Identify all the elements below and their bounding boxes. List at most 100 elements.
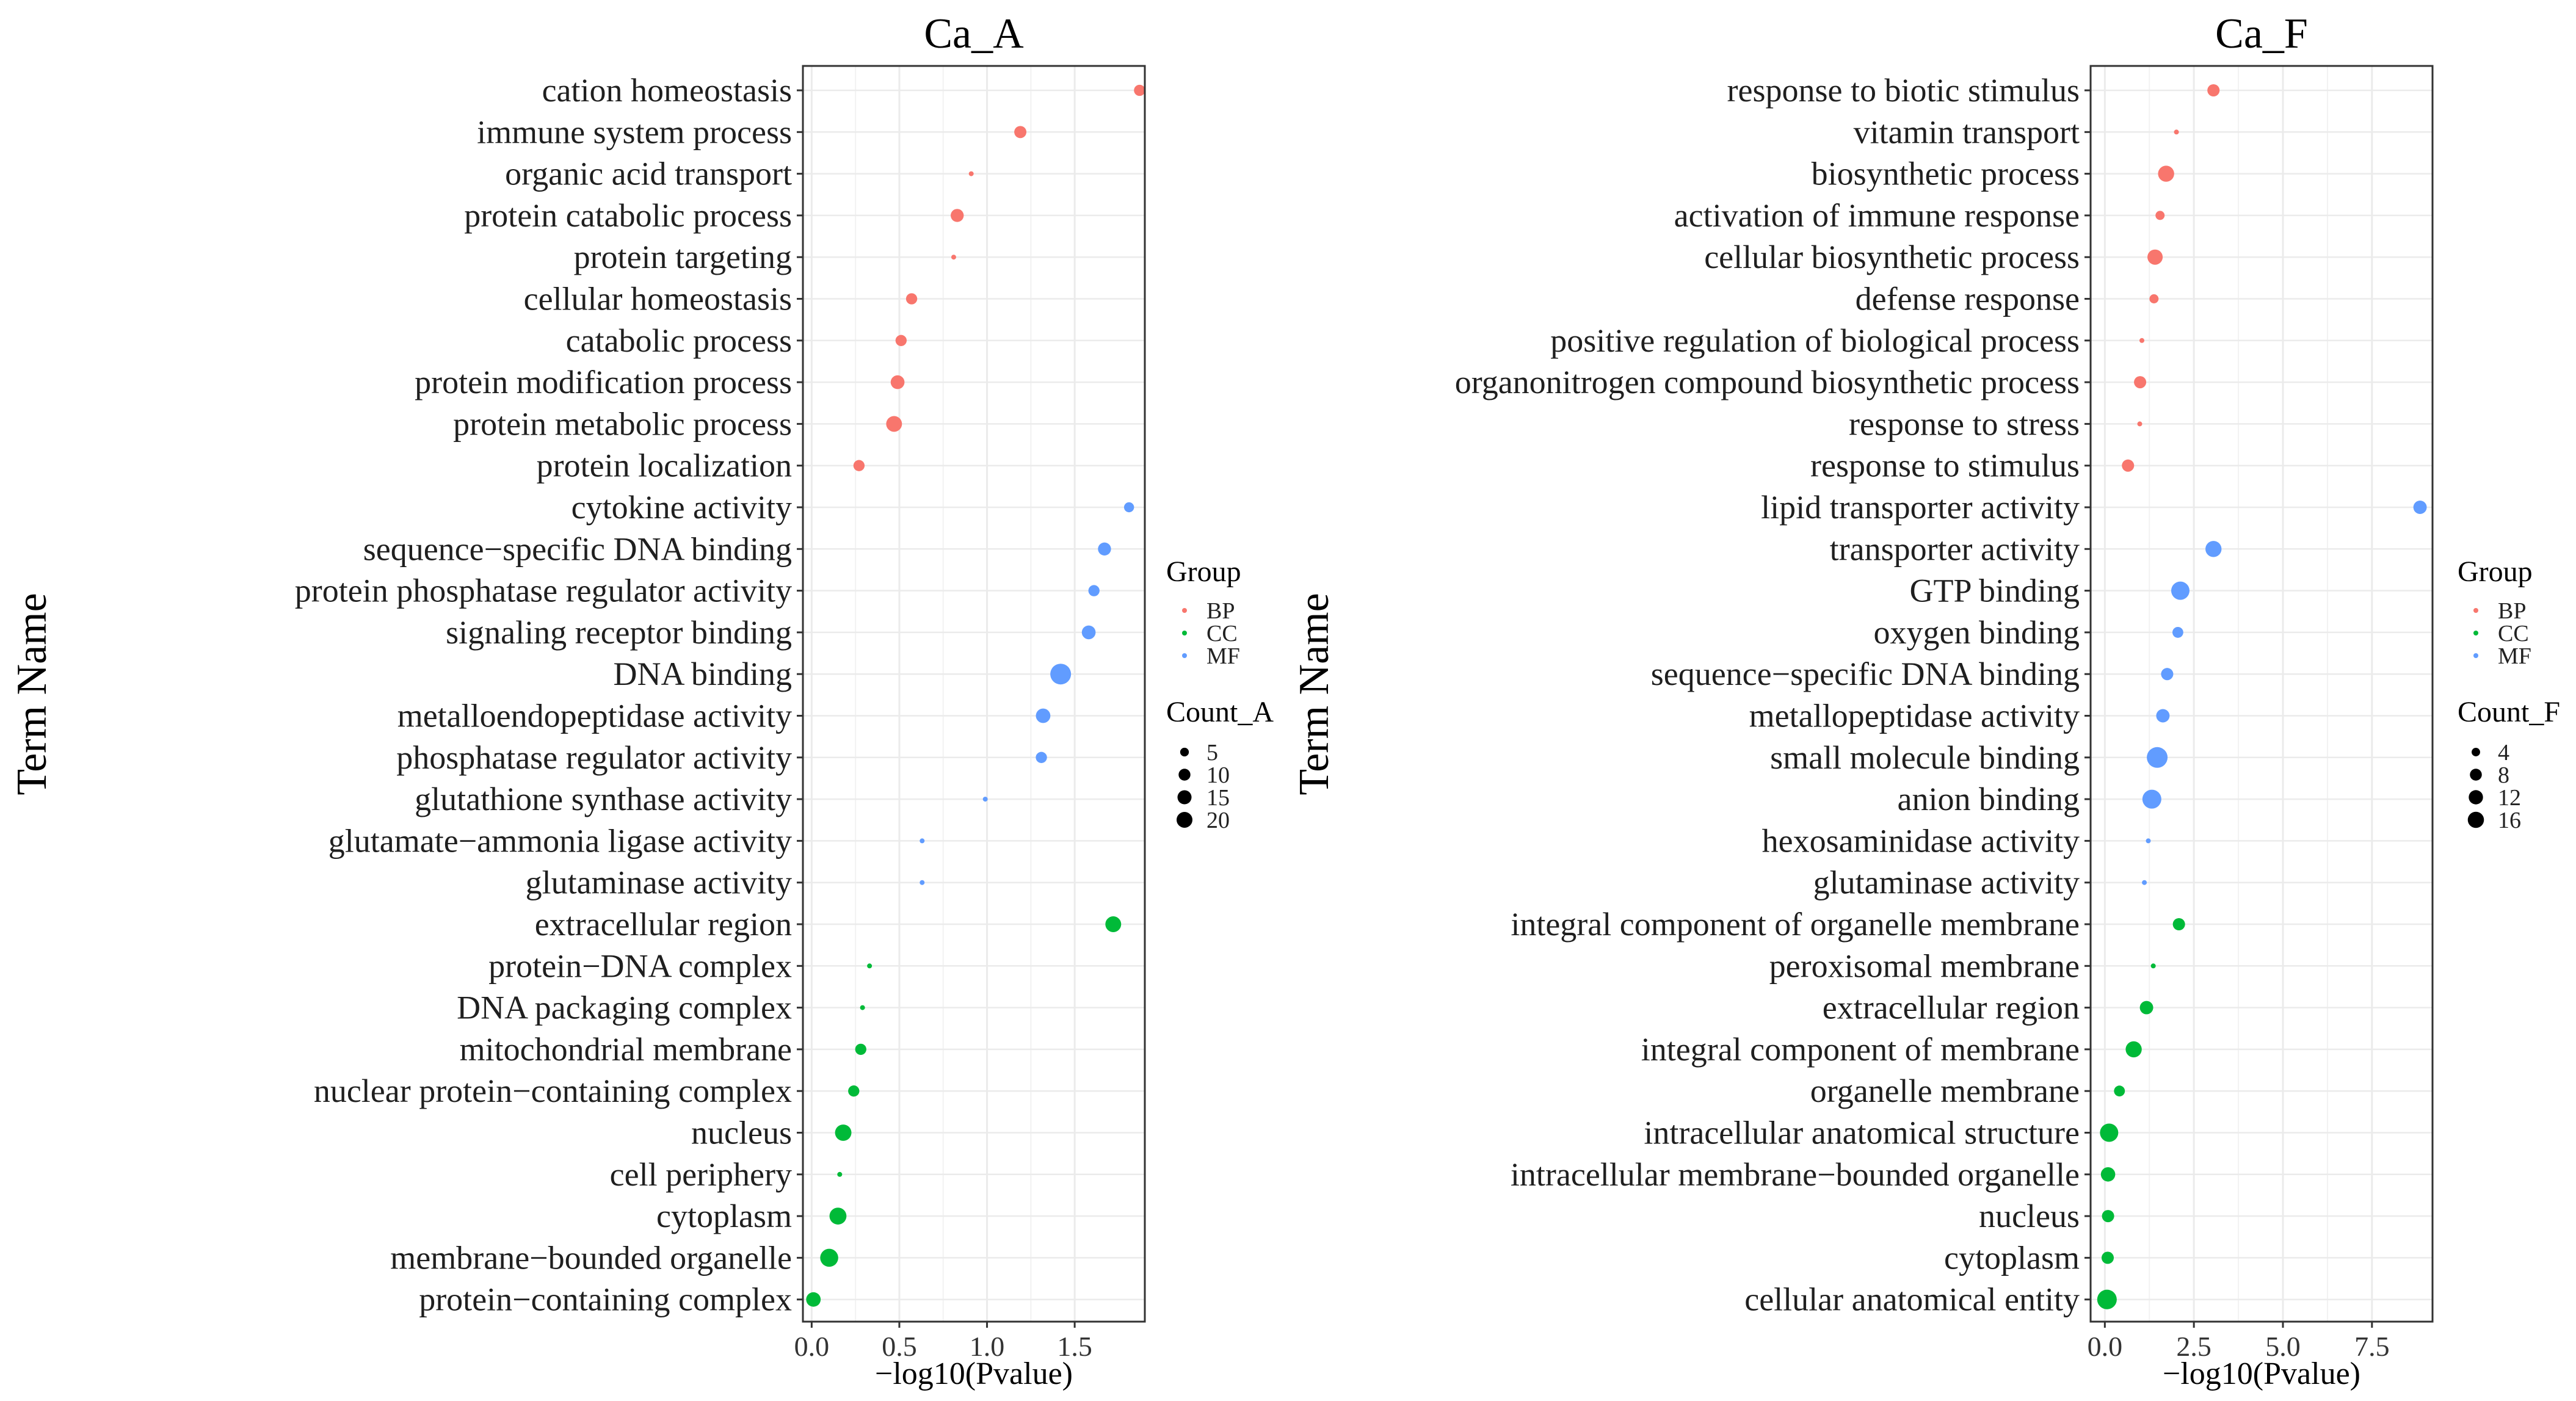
- legend-title-group: Group: [1166, 556, 1241, 588]
- x-tick-label: 2.5: [2176, 1331, 2211, 1362]
- legend-title-size: Count_F: [2458, 696, 2560, 728]
- data-point: [2139, 338, 2144, 343]
- data-point: [968, 171, 974, 176]
- term-label: response to biotic stimulus: [1727, 72, 2080, 109]
- legend-label-group: BP: [2498, 598, 2526, 624]
- data-point: [1014, 126, 1027, 139]
- plot-border: [2089, 65, 2434, 1323]
- legend-label-group: MF: [2498, 643, 2531, 669]
- data-point: [835, 1124, 852, 1141]
- data-point: [2142, 880, 2147, 885]
- term-label: metallopeptidase activity: [1749, 698, 2080, 734]
- term-label: extracellular region: [535, 906, 792, 943]
- term-label: metalloendopeptidase activity: [397, 698, 792, 734]
- plot-panel: [803, 66, 1145, 1322]
- term-label: protein targeting: [574, 239, 792, 275]
- term-label: glutaminase activity: [1813, 864, 2080, 901]
- legend-label-size: 16: [2498, 808, 2521, 833]
- legend-key-size: [1180, 747, 1189, 757]
- data-point: [1105, 916, 1122, 932]
- term-label: GTP binding: [1909, 573, 2080, 609]
- data-point: [886, 416, 902, 432]
- term-label: signaling receptor binding: [446, 614, 792, 651]
- term-label: transporter activity: [1830, 530, 2080, 567]
- legend-label-size: 8: [2498, 762, 2509, 788]
- data-point: [860, 1005, 865, 1010]
- panel-title: Ca_F: [2215, 10, 2308, 57]
- data-point: [905, 293, 918, 305]
- x-tick-label: 0.0: [2088, 1331, 2123, 1362]
- data-point: [890, 375, 905, 389]
- term-label: protein catabolic process: [464, 197, 792, 234]
- legend-key-group: [1182, 608, 1187, 613]
- y-axis-title: Term Name: [9, 593, 56, 795]
- data-point: [2100, 1123, 2119, 1142]
- data-point: [2174, 129, 2179, 135]
- x-tick-label: 0.5: [882, 1331, 917, 1362]
- legend-key-group: [1182, 631, 1187, 635]
- data-point: [2147, 747, 2168, 768]
- data-point: [2172, 918, 2185, 931]
- data-point: [2147, 249, 2163, 265]
- x-tick-label: 7.5: [2354, 1331, 2390, 1362]
- legend-label-size: 20: [1206, 808, 1230, 833]
- x-tick-label: 5.0: [2265, 1331, 2301, 1362]
- legend-key-group: [1182, 653, 1187, 658]
- legend-title-group: Group: [2458, 556, 2533, 588]
- term-label: catabolic process: [566, 322, 792, 359]
- x-axis-title: −log10(Pvalue): [2163, 1356, 2360, 1391]
- term-label: intracellular anatomical structure: [1644, 1115, 2080, 1151]
- term-label: response to stress: [1849, 405, 2080, 442]
- term-label: glutamate−ammonia ligase activity: [328, 822, 792, 859]
- term-label: cellular anatomical entity: [1744, 1281, 2080, 1318]
- term-label: cytoplasm: [656, 1198, 792, 1234]
- term-label: oxygen binding: [1874, 614, 2080, 651]
- term-label: mitochondrial membrane: [460, 1031, 792, 1068]
- legend-key-group: [2473, 653, 2478, 658]
- term-label: DNA binding: [613, 656, 792, 692]
- legend-key-size: [1177, 812, 1192, 828]
- term-label: sequence−specific DNA binding: [1651, 656, 2080, 692]
- data-point: [2171, 581, 2190, 600]
- legend-key-size: [2472, 748, 2480, 756]
- data-point: [2097, 1289, 2117, 1309]
- data-point: [1088, 585, 1100, 596]
- data-point: [2149, 294, 2159, 303]
- term-label: response to stimulus: [1810, 447, 2080, 484]
- term-label: activation of immune response: [1674, 197, 2080, 234]
- x-axis-title: −log10(Pvalue): [875, 1356, 1073, 1391]
- legend-label-size: 12: [2498, 785, 2521, 811]
- legend-label-group: CC: [1206, 621, 1238, 646]
- term-label: peroxisomal membrane: [1769, 947, 2080, 984]
- data-point: [951, 209, 964, 222]
- data-point: [829, 1207, 847, 1225]
- data-point: [2137, 421, 2142, 427]
- term-label: intracellular membrane−bounded organelle: [1511, 1156, 2080, 1193]
- plot-panel: [2091, 66, 2433, 1322]
- data-point: [853, 460, 865, 471]
- legend-key-size: [2469, 790, 2483, 805]
- data-point: [1134, 84, 1145, 96]
- legend-label-size: 10: [1206, 762, 1230, 788]
- term-label: phosphatase regulator activity: [396, 739, 792, 776]
- data-point: [2101, 1251, 2114, 1264]
- data-point: [2158, 165, 2174, 182]
- data-point: [2125, 1041, 2142, 1058]
- data-point: [820, 1248, 838, 1267]
- term-label: immune system process: [477, 114, 792, 150]
- term-label: membrane−bounded organelle: [390, 1239, 792, 1276]
- data-point: [2102, 1210, 2114, 1223]
- plot-border: [802, 65, 1146, 1323]
- term-label: cellular biosynthetic process: [1704, 239, 2080, 275]
- x-tick-label: 1.0: [970, 1331, 1005, 1362]
- term-label: organic acid transport: [505, 156, 792, 192]
- data-point: [2205, 541, 2222, 557]
- term-label: defense response: [1856, 281, 2080, 317]
- data-point: [2114, 1085, 2125, 1097]
- data-point: [2122, 459, 2135, 472]
- legend-key-size: [1177, 790, 1192, 805]
- term-label: organonitrogen compound biosynthetic pro…: [1455, 364, 2080, 400]
- x-tick-label: 0.0: [794, 1331, 830, 1362]
- term-label: protein localization: [537, 447, 792, 484]
- legend-key-size: [2470, 769, 2482, 781]
